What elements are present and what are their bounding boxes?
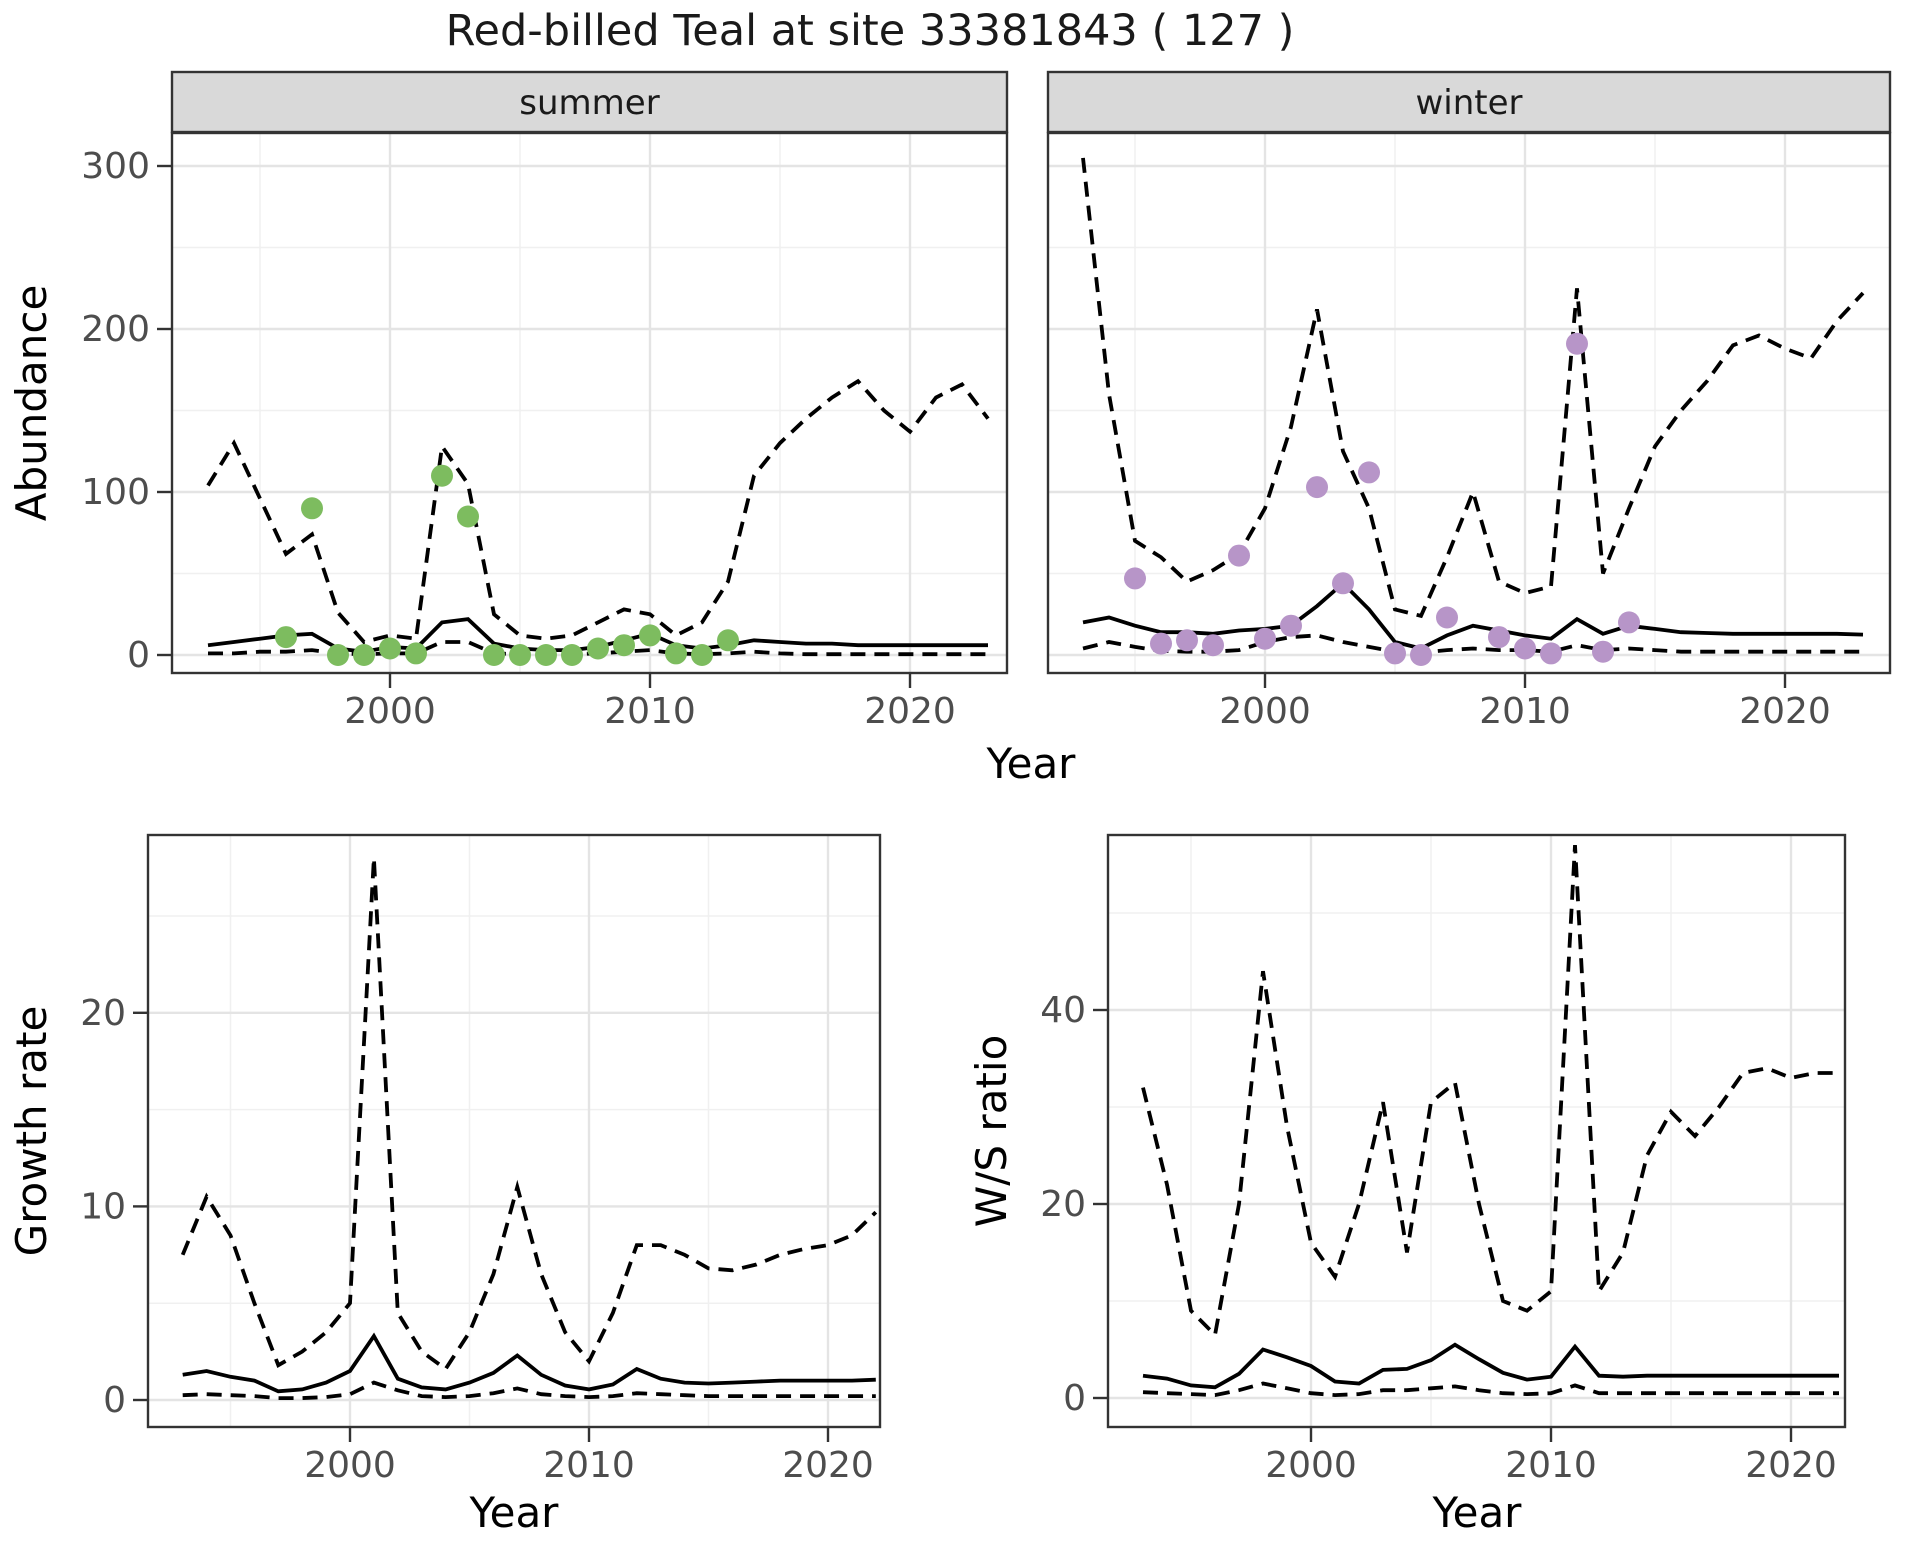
facet-strip bbox=[170, 70, 1009, 134]
observation-point bbox=[1150, 632, 1172, 655]
observation-point bbox=[353, 644, 375, 666]
x-tick-label: 2000 bbox=[1219, 691, 1311, 732]
ws-panel-bg bbox=[1108, 835, 1845, 1427]
facet-strip bbox=[1046, 70, 1892, 134]
observation-point bbox=[1410, 644, 1432, 666]
observation-point bbox=[379, 637, 401, 660]
x-axis-title-year-ws: Year bbox=[1432, 1488, 1523, 1537]
observation-point bbox=[1488, 626, 1510, 649]
ci-upper-line bbox=[206, 378, 990, 645]
y-tick-label: 10 bbox=[80, 1186, 126, 1227]
observation-point bbox=[587, 637, 609, 660]
observation-point bbox=[1228, 544, 1250, 567]
observation-point bbox=[1592, 640, 1614, 663]
x-tick-label: 2010 bbox=[1505, 1445, 1597, 1486]
observation-point bbox=[613, 634, 635, 657]
observation-point bbox=[431, 464, 453, 487]
observation-point bbox=[301, 497, 323, 520]
observation-point bbox=[1332, 572, 1354, 595]
x-tick-label: 2020 bbox=[782, 1445, 874, 1486]
x-axis-title-year-growth: Year bbox=[469, 1488, 560, 1537]
growth-panel: 2000 2010 2020 0 10 20 bbox=[80, 833, 882, 1486]
observation-point bbox=[1202, 634, 1224, 657]
y-tick-label: 0 bbox=[127, 635, 150, 676]
observation-point bbox=[1176, 629, 1198, 652]
y-tick-label: 0 bbox=[1063, 1378, 1086, 1419]
observation-point bbox=[1384, 642, 1406, 665]
observation-point bbox=[665, 642, 687, 665]
winter-panel-bg bbox=[1048, 133, 1890, 673]
observation-point bbox=[483, 644, 505, 666]
observation-point bbox=[1566, 332, 1588, 355]
x-tick-label: 2000 bbox=[1265, 1445, 1357, 1486]
x-tick-label: 2000 bbox=[344, 691, 436, 732]
ci-upper-line bbox=[1081, 157, 1865, 619]
observation-point bbox=[1306, 476, 1328, 499]
observation-point bbox=[1254, 627, 1276, 650]
y-tick-label: 20 bbox=[80, 993, 126, 1034]
observation-point bbox=[639, 624, 661, 647]
x-tick-label: 2010 bbox=[543, 1445, 635, 1486]
observation-point bbox=[275, 626, 297, 649]
fit-line bbox=[1142, 1342, 1839, 1390]
growth-series bbox=[180, 857, 878, 1400]
observation-point bbox=[457, 505, 479, 528]
observation-point bbox=[1514, 637, 1536, 660]
observation-point bbox=[1124, 567, 1146, 590]
winter-series bbox=[1081, 157, 1865, 666]
observation-point bbox=[1358, 461, 1380, 484]
observation-point bbox=[1618, 611, 1640, 634]
x-tick-label: 2020 bbox=[1739, 691, 1831, 732]
x-tick-label: 2010 bbox=[1479, 691, 1571, 732]
summer-series bbox=[206, 378, 990, 666]
figure-title: Red-billed Teal at site 33381843 ( 127 ) bbox=[445, 6, 1295, 56]
ws-panel: 2000 2010 2020 0 20 40 bbox=[1040, 833, 1847, 1486]
y-tick-label: 200 bbox=[81, 309, 150, 350]
observation-point bbox=[561, 644, 583, 666]
fit-line bbox=[1082, 580, 1864, 651]
ws-panel-border bbox=[1106, 833, 1847, 1429]
y-tick-label: 20 bbox=[1040, 1184, 1086, 1225]
x-axis-title-year-top: Year bbox=[986, 739, 1077, 788]
y-tick-label: 40 bbox=[1040, 990, 1086, 1031]
y-axis-title-growth-rate: Growth rate bbox=[7, 1006, 56, 1257]
observation-point bbox=[405, 642, 427, 665]
ci-upper-line bbox=[1141, 844, 1839, 1339]
x-tick-label: 2020 bbox=[1745, 1445, 1837, 1486]
x-tick-label: 2000 bbox=[304, 1445, 396, 1486]
observation-point bbox=[535, 644, 557, 666]
y-axis-title-abundance: Abundance bbox=[7, 285, 56, 522]
observation-point bbox=[327, 644, 349, 666]
fit-line bbox=[182, 1332, 876, 1394]
ws-series bbox=[1141, 844, 1839, 1398]
y-tick-label: 0 bbox=[103, 1380, 126, 1421]
observation-point bbox=[1436, 606, 1458, 629]
observation-point bbox=[509, 644, 531, 666]
y-axis-title-ws-ratio: W/S ratio bbox=[967, 1035, 1016, 1228]
y-tick-label: 100 bbox=[81, 472, 150, 513]
ci-upper-line bbox=[180, 857, 878, 1372]
summer-panel-bg bbox=[172, 133, 1007, 673]
observation-point bbox=[717, 629, 739, 652]
observation-point bbox=[691, 644, 713, 666]
y-tick-label: 300 bbox=[81, 146, 150, 187]
growth-panel-bg bbox=[148, 835, 880, 1427]
ci-lower-line bbox=[182, 1380, 876, 1400]
facet-strip-label: winter bbox=[1415, 83, 1522, 123]
observation-point bbox=[1540, 642, 1562, 665]
observation-point bbox=[1280, 614, 1302, 637]
summer-panel: summer 2000 2010 2020 0 100 200 300 bbox=[81, 70, 1009, 732]
ci-lower-line bbox=[1142, 1381, 1839, 1398]
growth-panel-border bbox=[146, 833, 882, 1429]
x-tick-label: 2010 bbox=[604, 691, 696, 732]
x-tick-label: 2020 bbox=[864, 691, 956, 732]
winter-panel: winter 2000 2010 2020 bbox=[1046, 70, 1892, 732]
facet-strip-label: summer bbox=[519, 83, 659, 123]
